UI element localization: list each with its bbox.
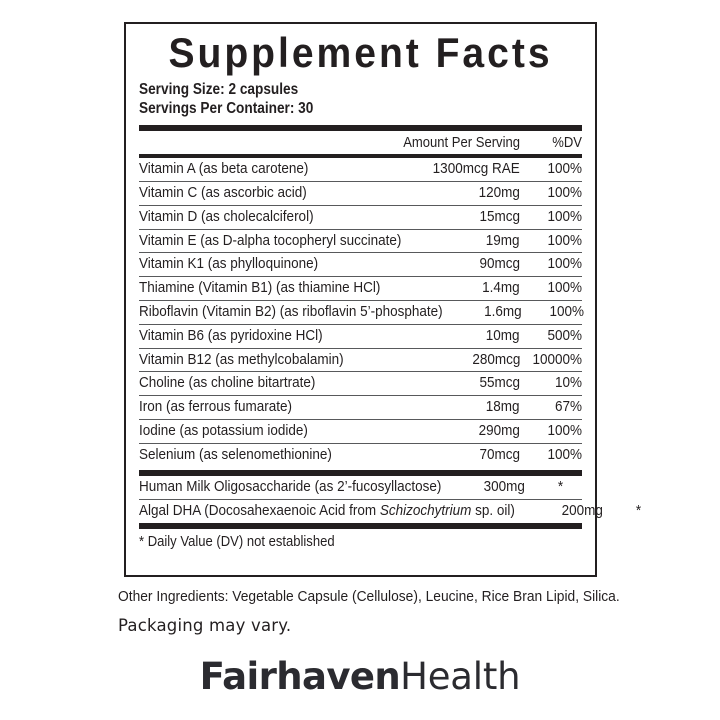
serving-size: Serving Size: 2 capsules bbox=[139, 81, 299, 98]
table-row: Vitamin B12 (as methylcobalamin) 280mcg 10… bbox=[139, 349, 582, 372]
row-divider bbox=[139, 299, 582, 301]
nutrient-daily-value: 67% bbox=[554, 398, 582, 416]
nutrient-amount: 290mg bbox=[478, 421, 520, 439]
nutrient-amount: 90mcg bbox=[479, 255, 520, 273]
nutrient-amount: 10mg bbox=[486, 326, 520, 344]
nutrient-name: Vitamin D (as cholecalciferol) bbox=[139, 207, 314, 225]
nutrient-amount: 280mcg bbox=[471, 350, 520, 368]
nutrient-daily-value: 10000% bbox=[532, 350, 582, 368]
row-divider bbox=[139, 371, 582, 373]
row-divider bbox=[139, 204, 582, 206]
nutrient-amount: 18mg bbox=[486, 398, 520, 416]
divider-heavy-footnote bbox=[139, 523, 582, 530]
nutrient-name-prefix: Algal DHA (Docosahexaenoic Acid from bbox=[139, 502, 380, 520]
column-header-amount: Amount Per Serving bbox=[403, 135, 520, 152]
nutrient-name-suffix: sp. oil) bbox=[471, 502, 515, 520]
nutrient-name: Riboflavin (Vitamin B2) (as riboflavin 5… bbox=[139, 302, 443, 320]
column-header-dv: %DV bbox=[552, 135, 582, 152]
nutrient-name: Selenium (as selenomethionine) bbox=[139, 445, 332, 463]
nutrient-amount: 120mg bbox=[478, 183, 520, 201]
nutrient-name-species: Schizochytrium bbox=[379, 502, 472, 520]
nutrient-daily-value: * bbox=[635, 502, 641, 520]
nutrient-amount: 15mcg bbox=[479, 207, 520, 225]
nutrient-amount: 1.4mg bbox=[482, 279, 520, 297]
brand-name-secondary: Health bbox=[400, 655, 521, 698]
daily-value-footnote: * Daily Value (DV) not established bbox=[139, 534, 335, 551]
divider-heavy-other-nutrients bbox=[139, 470, 582, 477]
serving-info: Serving Size: 2 capsules Servings Per Co… bbox=[139, 78, 582, 118]
nutrient-name: Choline (as choline bitartrate) bbox=[139, 374, 316, 392]
servings-per-container: Servings Per Container: 30 bbox=[139, 100, 314, 118]
table-row: Algal DHA (Docosahexaenoic Acid from Sch… bbox=[139, 500, 641, 523]
divider-below-column-header bbox=[139, 154, 582, 159]
table-row: Human Milk Oligosaccharide (as 2’-fucosy… bbox=[139, 476, 582, 499]
nutrient-name: Vitamin C (as ascorbic acid) bbox=[139, 183, 307, 201]
nutrient-daily-value: 100% bbox=[547, 279, 582, 297]
table-row: Vitamin C (as ascorbic acid) 120mg 100% bbox=[139, 182, 582, 205]
nutrient-amount: 70mcg bbox=[479, 445, 520, 463]
row-divider bbox=[139, 347, 582, 349]
column-header-row: Amount Per Serving %DV bbox=[139, 131, 582, 154]
brand-logo: FairhavenHealth bbox=[0, 658, 720, 695]
nutrient-daily-value: 100% bbox=[547, 183, 582, 201]
table-row: Vitamin D (as cholecalciferol) 15mcg 100% bbox=[139, 206, 582, 229]
divider-heavy-top bbox=[139, 125, 582, 132]
page-title: Supplement Facts bbox=[168, 29, 553, 76]
table-row: Vitamin A (as beta carotene) 1300mcg RAE 1… bbox=[139, 158, 582, 181]
nutrient-name: Vitamin B12 (as methylcobalamin) bbox=[139, 350, 344, 368]
packaging-note-text: Packaging may vary. bbox=[118, 616, 292, 635]
nutrient-name: Algal DHA (Docosahexaenoic Acid from Sch… bbox=[139, 502, 515, 520]
nutrient-daily-value: 100% bbox=[549, 302, 585, 320]
nutrient-name: Vitamin A (as beta carotene) bbox=[139, 160, 309, 178]
nutrient-daily-value: 100% bbox=[547, 255, 582, 273]
other-nutrient-list: Human Milk Oligosaccharide (as 2’-fucosy… bbox=[139, 476, 641, 523]
row-divider bbox=[139, 180, 582, 182]
row-divider bbox=[139, 499, 582, 501]
table-row: Iodine (as potassium iodide) 290mg 100% bbox=[139, 420, 582, 443]
nutrient-name: Human Milk Oligosaccharide (as 2’-fucosy… bbox=[139, 478, 442, 496]
brand-name-primary: Fairhaven bbox=[199, 655, 401, 698]
nutrient-amount: 1300mcg RAE bbox=[432, 160, 520, 178]
nutrient-daily-value: 10% bbox=[554, 374, 582, 392]
nutrient-amount: 55mcg bbox=[479, 374, 520, 392]
table-row: Vitamin K1 (as phylloquinone) 90mcg 100% bbox=[139, 253, 582, 276]
table-row: Vitamin B6 (as pyridoxine HCl) 10mg 500% bbox=[139, 325, 582, 348]
supplement-facts-panel: Supplement Facts Serving Size: 2 capsule… bbox=[124, 22, 641, 577]
nutrient-name: Thiamine (Vitamin B1) (as thiamine HCl) bbox=[139, 279, 381, 297]
nutrient-name: Vitamin K1 (as phylloquinone) bbox=[139, 255, 319, 273]
nutrient-daily-value: 100% bbox=[547, 445, 582, 463]
nutrient-name: Vitamin E (as D-alpha tocopheryl succina… bbox=[139, 231, 402, 249]
nutrient-amount: 1.6mg bbox=[484, 302, 523, 320]
row-divider bbox=[139, 276, 582, 278]
row-divider bbox=[139, 418, 582, 420]
table-row: Riboflavin (Vitamin B2) (as riboflavin 5… bbox=[139, 301, 585, 324]
nutrient-daily-value: * bbox=[557, 478, 563, 496]
table-row: Vitamin E (as D-alpha tocopheryl succina… bbox=[139, 230, 582, 253]
nutrient-name: Iron (as ferrous fumarate) bbox=[139, 398, 293, 416]
other-ingredients-text: Other Ingredients: Vegetable Capsule (Ce… bbox=[118, 588, 620, 605]
row-divider bbox=[139, 252, 582, 254]
table-row: Choline (as choline bitartrate) 55mcg 10% bbox=[139, 372, 582, 395]
nutrient-name: Vitamin B6 (as pyridoxine HCl) bbox=[139, 326, 323, 344]
row-divider bbox=[139, 228, 582, 230]
nutrient-daily-value: 500% bbox=[547, 326, 582, 344]
table-row: Selenium (as selenomethionine) 70mcg 100% bbox=[139, 444, 582, 467]
nutrient-daily-value: 100% bbox=[547, 421, 582, 439]
nutrient-amount: 19mg bbox=[486, 231, 520, 249]
nutrient-list: Vitamin A (as beta carotene) 1300mcg RAE 1… bbox=[139, 158, 585, 467]
nutrient-amount: 200mg bbox=[561, 502, 603, 520]
nutrient-daily-value: 100% bbox=[547, 207, 582, 225]
row-divider bbox=[139, 395, 582, 397]
nutrient-daily-value: 100% bbox=[547, 160, 582, 178]
row-divider bbox=[139, 442, 582, 444]
nutrient-amount: 300mg bbox=[483, 478, 525, 496]
nutrient-daily-value: 100% bbox=[547, 231, 582, 249]
row-divider bbox=[139, 323, 582, 325]
table-row: Thiamine (Vitamin B1) (as thiamine HCl) 1… bbox=[139, 277, 582, 300]
nutrient-name: Iodine (as potassium iodide) bbox=[139, 421, 308, 439]
table-row: Iron (as ferrous fumarate) 18mg 67% bbox=[139, 396, 582, 419]
